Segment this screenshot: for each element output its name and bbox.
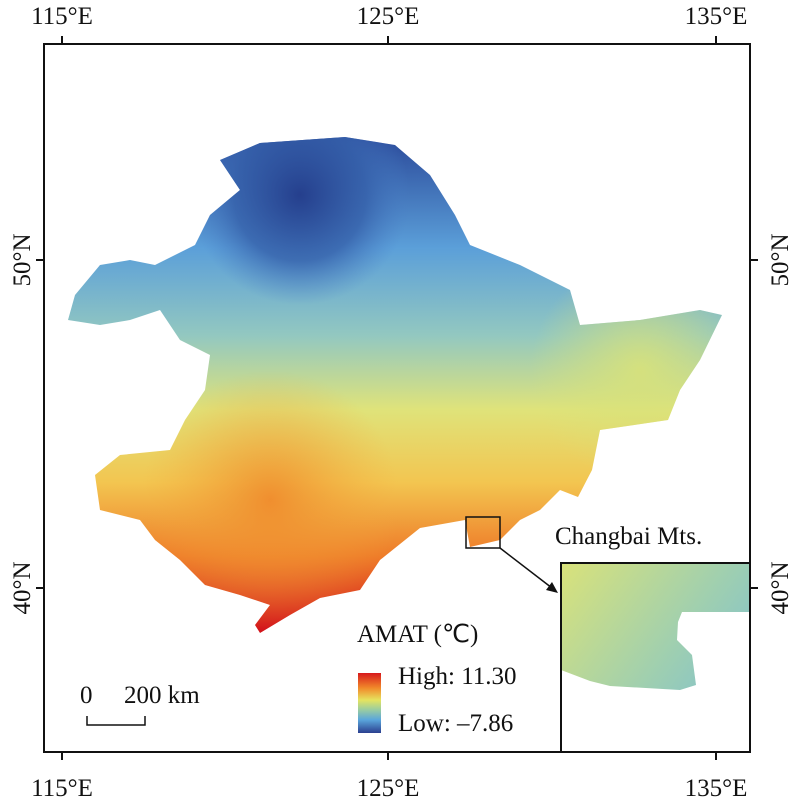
top-label-125E: 125°E <box>357 3 420 30</box>
changbai-inset <box>560 562 751 753</box>
bottom-label-135E: 135°E <box>685 775 748 802</box>
legend-low-label: Low: –7.86 <box>398 710 513 737</box>
map-frame <box>43 43 751 753</box>
legend-color-ramp <box>358 673 381 733</box>
changbai-site-box <box>465 516 501 549</box>
scale-bar <box>86 716 146 726</box>
top-label-115E: 115°E <box>31 3 93 30</box>
inset-title: Changbai Mts. <box>555 523 702 550</box>
right-label-50N: 50°N <box>767 233 794 286</box>
scale-zero-label: 0 <box>80 682 93 709</box>
scale-distance-label: 200 km <box>124 682 200 709</box>
bottom-label-115E: 115°E <box>31 775 93 802</box>
left-label-50N: 50°N <box>9 233 36 286</box>
arrow-head-icon <box>546 582 558 593</box>
left-label-40N: 40°N <box>9 561 36 614</box>
right-label-40N: 40°N <box>767 561 794 614</box>
legend-title: AMAT (℃) <box>357 621 478 648</box>
top-label-135E: 135°E <box>685 3 748 30</box>
legend-high-label: High: 11.30 <box>398 663 517 690</box>
bottom-label-125E: 125°E <box>357 775 420 802</box>
tick-marks <box>36 36 758 760</box>
inset-arrow <box>499 547 553 589</box>
